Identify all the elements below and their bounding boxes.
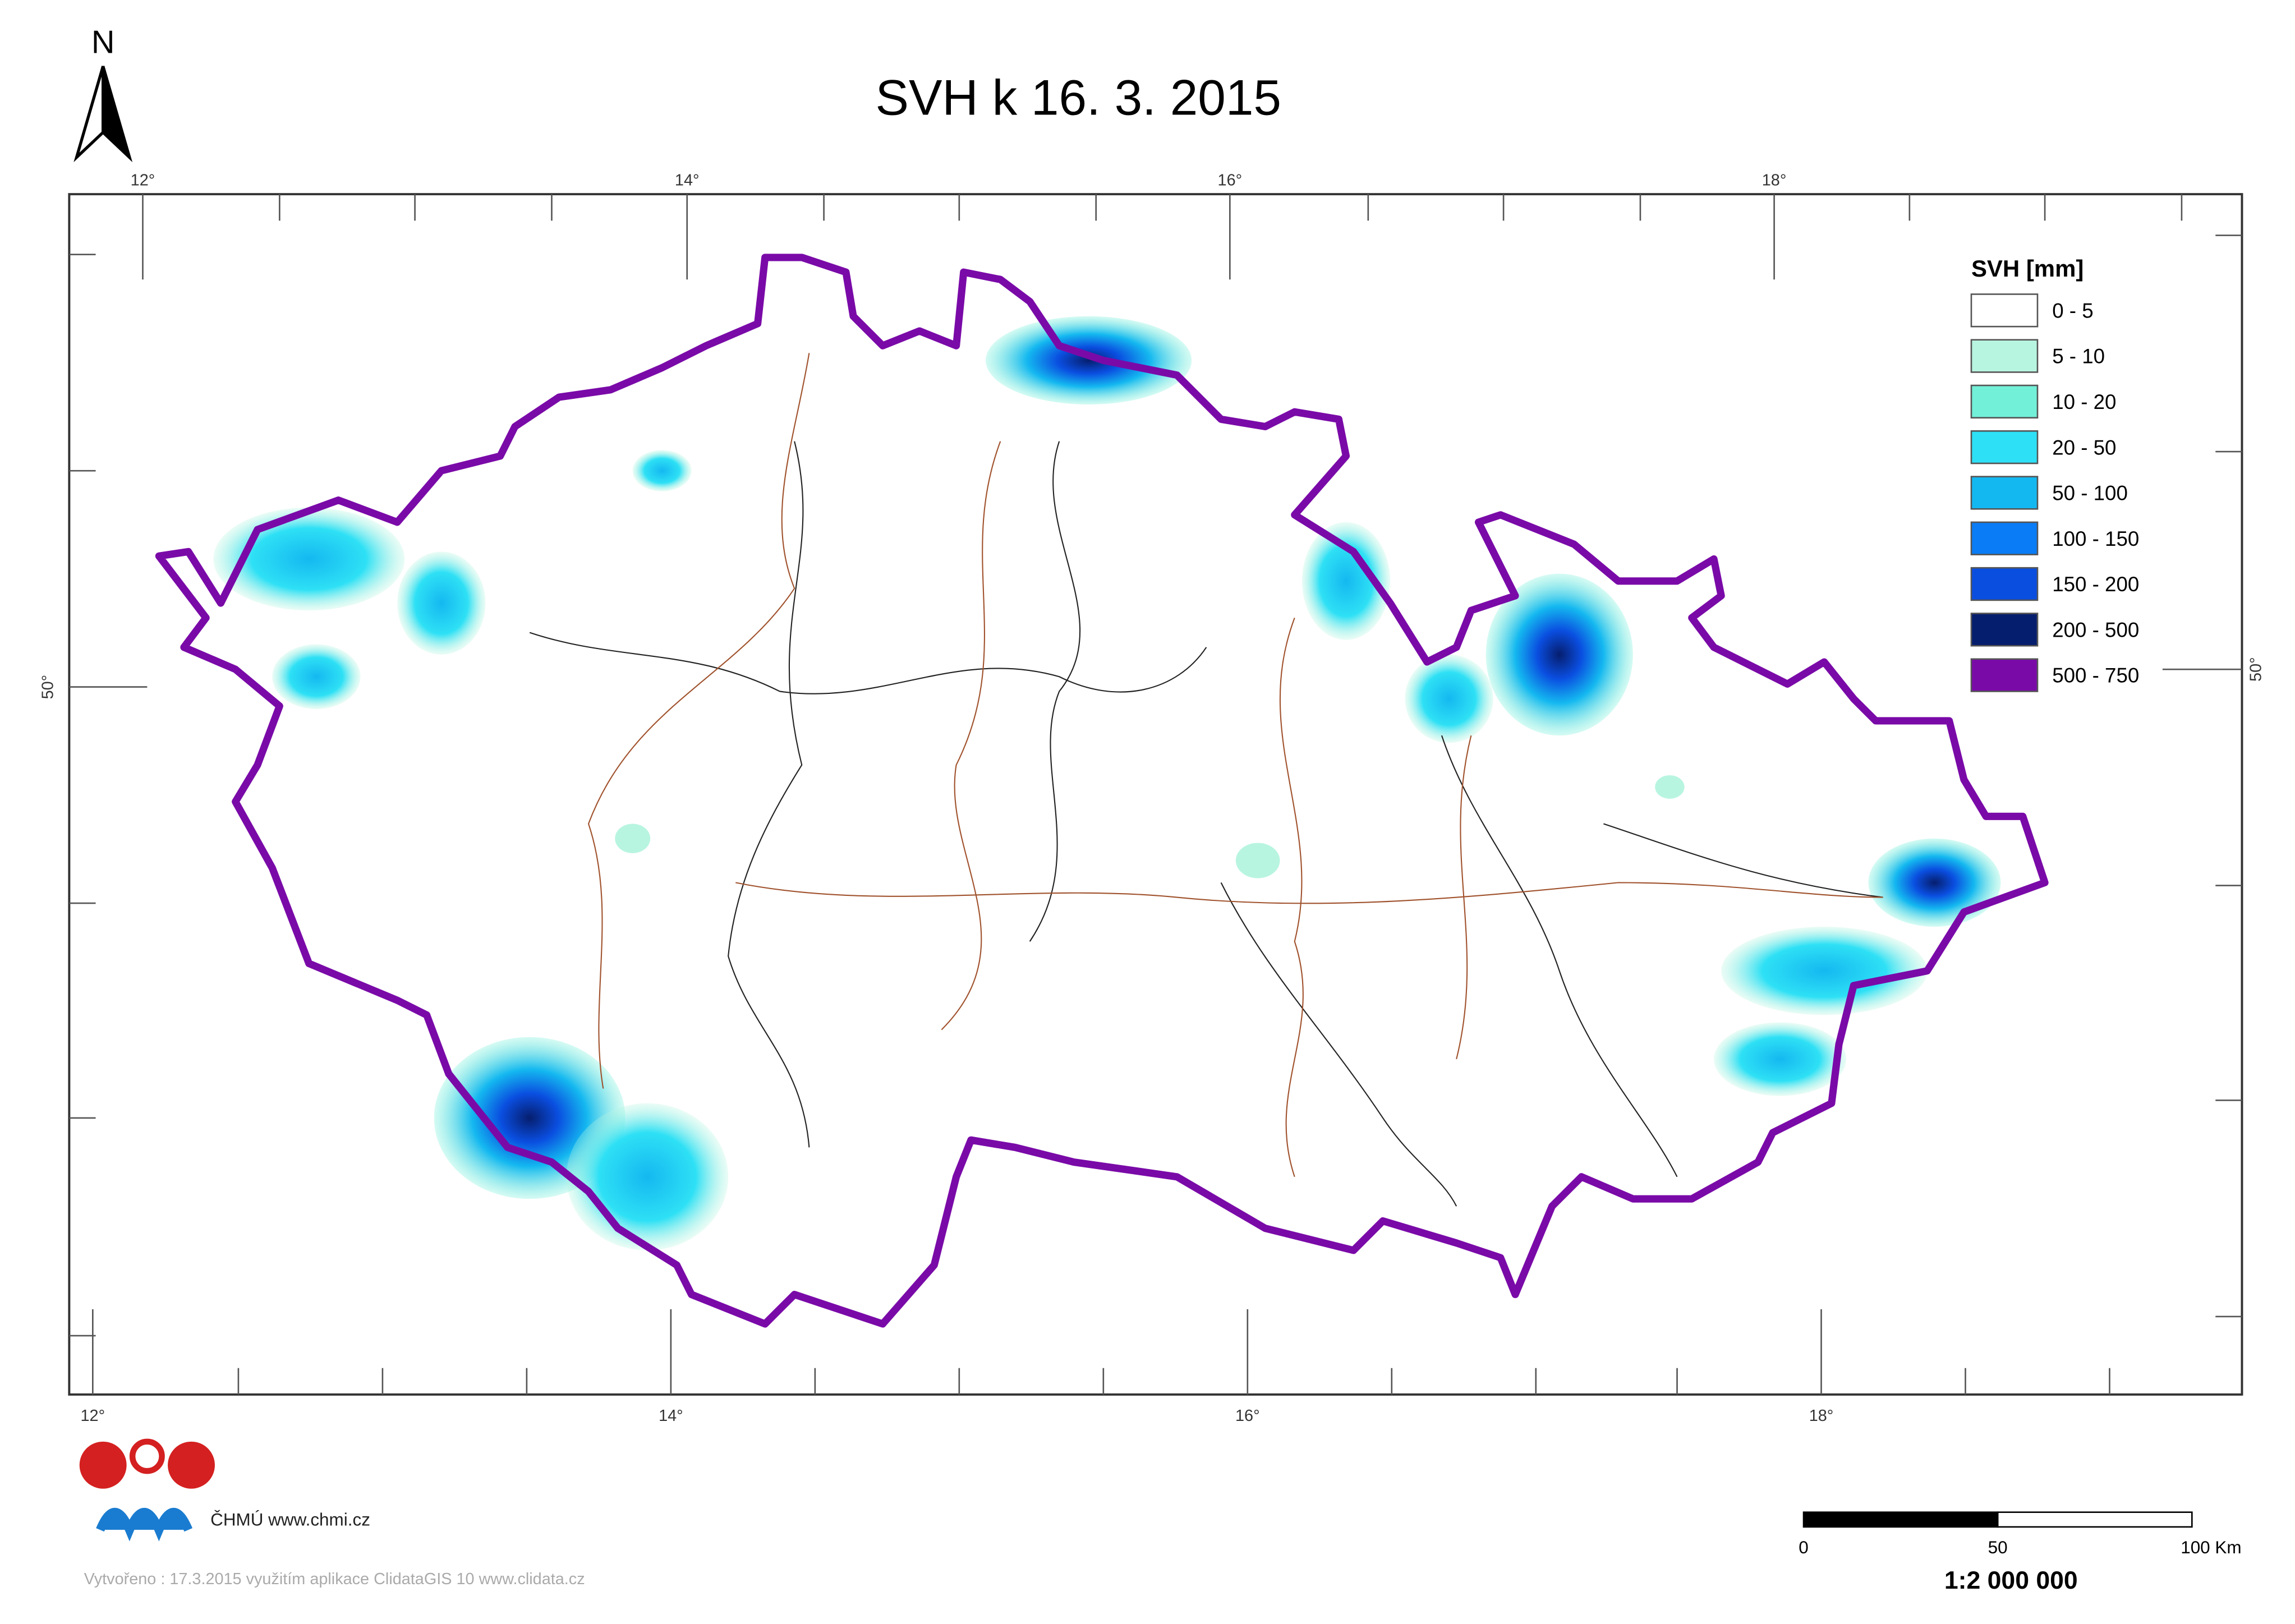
legend-label: 100 - 150 [2052,527,2139,550]
logo-text: ČHMÚ www.chmi.cz [210,1510,370,1529]
rivers [529,441,1883,1207]
graticule-label: 50° [39,675,57,700]
graticule-label: 16° [1235,1407,1260,1425]
graticule-label: 50° [2247,657,2265,682]
legend-label: 5 - 10 [2052,345,2105,368]
graticule-label: 16° [1218,171,1243,189]
north-arrow: N [73,24,133,163]
graticule-labels: 12° 14° 16° 18° 12° 14° 16° 18° 50° 50° [39,171,2265,1425]
legend-swatch [1970,339,2039,373]
scale-ratio: 1:2 000 000 [1944,1567,2078,1594]
legend-swatch [1970,658,2039,692]
legend-swatch [1970,293,2039,328]
legend-label: 20 - 50 [2052,436,2116,459]
legend-title: SVH [mm] [1971,255,2084,282]
legend-label: 200 - 500 [2052,618,2139,641]
legend-swatch [1970,476,2039,510]
legend-swatch [1970,430,2039,464]
legend-swatch [1970,521,2039,555]
legend-label: 0 - 5 [2052,299,2093,322]
scale-label: 50 [1988,1538,2008,1557]
map-frame [68,193,2243,1396]
graticule-label: 18° [1809,1407,1834,1425]
north-label: N [91,24,115,60]
district-borders [587,353,1883,1177]
legend-swatch [1970,384,2039,419]
graticule-label: 12° [81,1407,105,1425]
map-title: SVH k 16. 3. 2015 [876,70,1281,126]
logo: ČHMÚ www.chmi.cz [79,1438,370,1542]
legend-label: 50 - 100 [2052,482,2128,505]
graticule-label: 14° [659,1407,683,1425]
scale-label: 0 [1799,1538,1809,1557]
legend-label: 10 - 20 [2052,390,2116,413]
scale-label: 100 Km [2181,1538,2241,1557]
legend-label: 500 - 750 [2052,664,2139,687]
legend-swatch [1970,613,2039,647]
snow-cover [213,316,2001,1250]
country-border [155,254,2049,1328]
legend-label: 150 - 200 [2052,573,2139,596]
graticule [69,194,2242,1395]
credit: Vytvořeno : 17.3.2015 využitím aplikace … [84,1570,585,1588]
graticule-label: 18° [1762,171,1787,189]
legend-swatch [1970,567,2039,601]
legend: SVH [mm] 0 - 5 5 - 10 10 - 20 20 - 50 50 - 1… [1970,255,2139,692]
graticule-label: 12° [131,171,155,189]
graticule-label: 14° [675,171,700,189]
scale-bar: 0 50 100 Km 1:2 000 000 [1799,1511,2242,1594]
